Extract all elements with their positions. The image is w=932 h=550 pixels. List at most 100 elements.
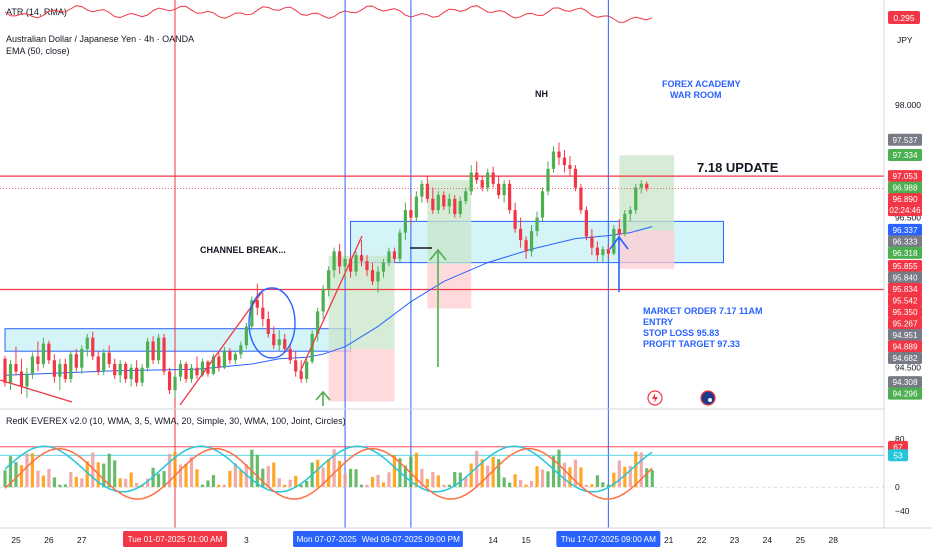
- symbol-title: Australian Dollar / Japanese Yen · 4h · …: [6, 34, 194, 44]
- oscillator-bar: [551, 456, 556, 488]
- oscillator-bar: [343, 473, 347, 488]
- price-badge-text: 96.890: [892, 195, 917, 204]
- price-badge: [888, 271, 922, 284]
- candle-body: [206, 361, 210, 374]
- oscillator-bar: [381, 482, 386, 488]
- time-tick-label: 21: [664, 535, 674, 545]
- candle-body: [156, 337, 161, 361]
- flag-icon[interactable]: [700, 390, 716, 406]
- time-tick-label: 23: [730, 535, 740, 545]
- candle-body: [420, 183, 424, 197]
- oscillator-bar: [272, 462, 276, 488]
- oscillator-bar: [595, 475, 599, 488]
- oscillator-bar: [513, 474, 517, 488]
- time-highlight-badge: [358, 531, 463, 547]
- candle-body: [305, 361, 309, 379]
- price-badge-text: 94.951: [892, 331, 917, 340]
- candle-body: [294, 360, 298, 372]
- oscillator-bar: [8, 456, 13, 488]
- price-badge: [888, 149, 922, 162]
- oscillator-bar: [250, 449, 254, 488]
- oscillator-bar: [277, 478, 281, 488]
- atr-value: 0.295: [893, 13, 915, 23]
- oscillator-bar: [184, 463, 188, 488]
- oscillator-bar: [327, 459, 331, 488]
- oscillator-bar: [173, 451, 177, 488]
- candle-body: [491, 172, 495, 184]
- candle-body: [579, 187, 583, 211]
- time-axis[interactable]: 25 26 27 3 14 15 21 22 23 24 25 28 Tue 01-07-2025 01…: [11, 531, 838, 547]
- oscillator-bar: [475, 450, 479, 488]
- oscillator-bar: [107, 453, 111, 488]
- oscillator-bar: [14, 462, 18, 488]
- oscillator-bar: [63, 484, 67, 488]
- candle-body: [540, 191, 545, 218]
- oscillator-bar: [3, 470, 7, 488]
- oscillator-bar: [233, 463, 237, 488]
- candle-body: [551, 151, 556, 169]
- price-badge: [888, 306, 922, 319]
- candle-body: [414, 196, 418, 218]
- oscillator-bar: [113, 460, 117, 488]
- oscillator-bar: [491, 456, 495, 488]
- price-badge-text: 95.542: [892, 297, 917, 306]
- candle-body: [102, 352, 106, 372]
- downtrend-line: [0, 379, 73, 403]
- price-tick-label: 98.000: [895, 100, 921, 110]
- candle-body: [52, 360, 56, 377]
- oscillator-bar: [497, 459, 501, 488]
- oscillator-bar: [453, 472, 457, 488]
- candle-body: [184, 363, 188, 379]
- event-icon[interactable]: [647, 390, 663, 406]
- oscillator-bar: [200, 484, 205, 488]
- oscillator-bar: [25, 453, 29, 488]
- oscillator-bar: [156, 473, 161, 488]
- candle-body: [601, 249, 605, 256]
- oscillator-bar: [124, 478, 128, 488]
- candle-body: [74, 354, 78, 368]
- price-badge-text: 97.053: [892, 172, 917, 181]
- oscillator-bar: [69, 472, 73, 488]
- oscillator-bar: [409, 456, 413, 488]
- oscillator-bar: [337, 460, 342, 488]
- oscillator-bar: [129, 472, 133, 488]
- candle-body: [612, 228, 616, 254]
- price-badge-text: 94.889: [892, 343, 917, 352]
- oscillator-bar: [524, 484, 528, 488]
- candle-body: [337, 251, 342, 267]
- oscillator-bar: [332, 449, 336, 488]
- candle-body: [211, 356, 216, 374]
- price-badge: [888, 235, 922, 248]
- candle-body: [146, 341, 150, 368]
- time-tick-label: 28: [829, 535, 839, 545]
- oscillator-value-badge: [888, 449, 908, 462]
- time-tick-label: 14: [488, 535, 498, 545]
- oscillator-bar: [518, 479, 523, 488]
- oscillator-bar: [288, 479, 292, 488]
- update-note: 7.18 UPDATE: [697, 160, 779, 175]
- oscillator-bar: [535, 466, 539, 488]
- oscillator-bar: [211, 475, 216, 488]
- candle-body: [124, 363, 128, 379]
- candle-body: [628, 210, 632, 214]
- oscillator-bar: [146, 478, 150, 488]
- candle-body: [58, 363, 62, 377]
- price-axis[interactable]: 98.000 96.500 94.500 97.537 97.334 97.053 96.9…: [888, 100, 922, 400]
- oscillator-bar: [540, 469, 545, 488]
- candle-body: [595, 247, 599, 256]
- oscillator-bar: [645, 468, 649, 488]
- candle-body: [354, 255, 358, 272]
- atr-value-badge: 0.295: [888, 11, 920, 24]
- time-tick-label: 26: [44, 535, 54, 545]
- candle-body: [376, 271, 380, 282]
- candle-body: [403, 210, 408, 233]
- candle-body: [222, 351, 226, 368]
- candle-body: [475, 172, 479, 181]
- time-highlight-text: Wed 09-07-2025 09:00 PM: [362, 535, 460, 544]
- atr-pane: ATR (14, RMA): [4, 5, 653, 23]
- academy-line-1: FOREX ACADEMY: [662, 79, 741, 89]
- price-badge: [888, 170, 922, 183]
- time-highlight-text: Mon 07-07-2025 05:00 AM: [297, 535, 394, 544]
- price-badge-text: 96.333: [892, 237, 917, 246]
